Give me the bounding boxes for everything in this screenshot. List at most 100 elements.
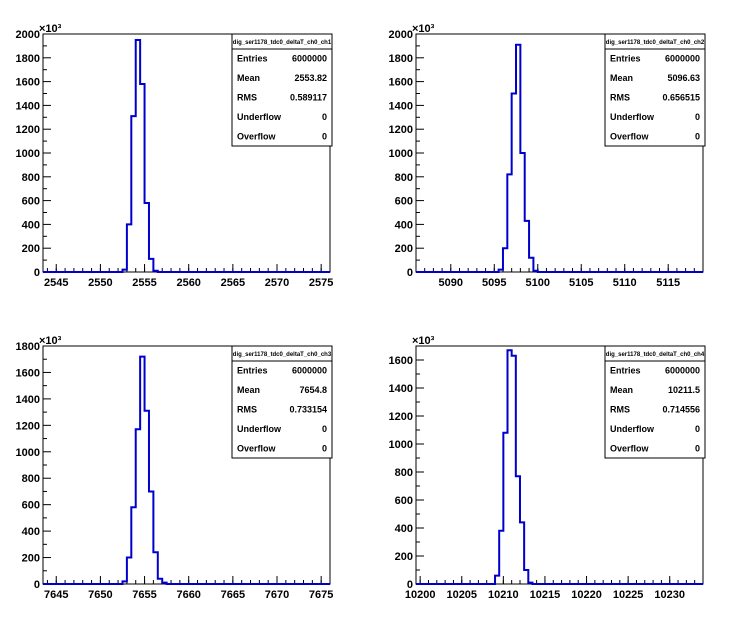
- stats-value-mean: 10211.5: [668, 385, 700, 395]
- x-tick-label: 10200: [405, 589, 436, 601]
- histogram-title: dig_ser1178_tdc0_deltaT_ch0_ch1: [233, 40, 332, 46]
- x-tick-label: 2550: [88, 277, 112, 289]
- y-tick-label: 1800: [16, 53, 40, 65]
- x-tick-label: 7655: [132, 589, 156, 601]
- x-tick-label: 10220: [571, 589, 602, 601]
- y-tick-label: 1600: [16, 77, 40, 89]
- x-tick-label: 5095: [482, 277, 506, 289]
- stats-label-mean: Mean: [610, 385, 633, 395]
- stats-value-rms: 0.714556: [662, 405, 700, 415]
- y-tick-label: 1200: [389, 124, 413, 136]
- stats-box: dig_ser1178_tdc0_deltaT_ch0_ch2 Entries 60…: [604, 33, 706, 147]
- y-tick-label: 1200: [16, 420, 40, 432]
- x-tick-label: 2570: [265, 277, 289, 289]
- y-tick-label: 1800: [16, 341, 40, 353]
- x-tick-label: 7650: [88, 589, 112, 601]
- stats-label-rms: RMS: [610, 93, 630, 103]
- y-tick-label: 400: [22, 526, 40, 538]
- x-tick-label: 7665: [221, 589, 245, 601]
- histogram-title: dig_ser1178_tdc0_deltaT_ch0_ch3: [233, 352, 332, 358]
- stats-box-frame: [231, 345, 333, 459]
- y-tick-label: 0: [407, 267, 413, 279]
- y-tick-label: 400: [22, 219, 40, 231]
- stats-value-entries: 6000000: [665, 366, 700, 376]
- stats-box: dig_ser1178_tdc0_deltaT_ch0_ch4 Entries 60…: [604, 345, 706, 459]
- stats-label-mean: Mean: [237, 385, 260, 395]
- histogram-pad-4: 0 200 400 600 800 1000 1200 1400 1600 10200 10205 1…: [389, 335, 706, 601]
- y-tick-label: 1400: [16, 394, 40, 406]
- stats-box-frame: [604, 33, 706, 147]
- y-tick-label: 600: [395, 196, 413, 208]
- stats-value-rms: 0.589117: [290, 93, 327, 103]
- stats-box-frame: [231, 33, 333, 147]
- stats-value-overflow: 0: [695, 443, 700, 453]
- x-tick-label: 2575: [309, 277, 333, 289]
- y-tick-label: 1800: [389, 53, 413, 65]
- stats-label-overflow: Overflow: [610, 131, 650, 141]
- stats-box: dig_ser1178_tdc0_deltaT_ch0_ch3 Entries 60…: [231, 345, 333, 459]
- y-tick-label: 1000: [16, 447, 40, 459]
- stats-label-overflow: Overflow: [237, 443, 277, 453]
- y-tick-label: 1400: [16, 100, 40, 112]
- stats-value-rms: 0.733154: [289, 405, 327, 415]
- stats-label-rms: RMS: [237, 405, 257, 415]
- stats-label-mean: Mean: [610, 73, 633, 83]
- stats-value-overflow: 0: [695, 131, 700, 141]
- stats-label-underflow: Underflow: [610, 112, 655, 122]
- histogram-title: dig_ser1178_tdc0_deltaT_ch0_ch2: [606, 40, 705, 46]
- x-tick-label: 5090: [439, 277, 463, 289]
- y-tick-label: 1400: [389, 100, 413, 112]
- x-tick-label: 2545: [44, 277, 68, 289]
- stats-value-entries: 6000000: [292, 366, 327, 376]
- histogram-title: dig_ser1178_tdc0_deltaT_ch0_ch4: [606, 352, 705, 358]
- stats-label-mean: Mean: [237, 73, 260, 83]
- x-tick-label: 7660: [176, 589, 200, 601]
- y-tick-label: 1200: [389, 411, 413, 423]
- stats-label-underflow: Underflow: [610, 424, 655, 434]
- stats-label-overflow: Overflow: [237, 131, 277, 141]
- stats-value-underflow: 0: [322, 424, 327, 434]
- histogram-series: [43, 355, 330, 585]
- stats-value-underflow: 0: [695, 424, 700, 434]
- x-tick-label: 5110: [613, 277, 637, 289]
- y-tick-label: 1600: [389, 77, 413, 89]
- y-tick-label: 2000: [389, 29, 413, 41]
- histogram-pad-1: 0 200 400 600 800 1000 1200 1400 1600 1800 2000 254…: [16, 23, 334, 289]
- x-tick-label: 2555: [132, 277, 156, 289]
- stats-label-entries: Entries: [237, 54, 268, 64]
- y-tick-label: 800: [395, 467, 413, 479]
- stats-box-frame: [604, 345, 706, 459]
- x-tick-label: 10210: [488, 589, 519, 601]
- stats-value-entries: 6000000: [665, 54, 700, 64]
- stats-value-entries: 6000000: [292, 54, 327, 64]
- x-tick-label: 5105: [569, 277, 593, 289]
- y-tick-label: 1400: [389, 383, 413, 395]
- y-multiplier-label: ×10³: [39, 335, 62, 347]
- stats-label-rms: RMS: [610, 405, 630, 415]
- x-tick-label: 10225: [613, 589, 644, 601]
- stats-label-overflow: Overflow: [610, 443, 650, 453]
- stats-value-overflow: 0: [322, 131, 327, 141]
- stats-value-underflow: 0: [695, 112, 700, 122]
- stats-label-entries: Entries: [610, 54, 641, 64]
- y-multiplier-label: ×10³: [412, 23, 435, 35]
- y-tick-label: 1000: [16, 148, 40, 160]
- histogram-pad-3: 0 200 400 600 800 1000 1200 1400 1600 1800 7645 765…: [16, 335, 334, 601]
- stats-label-entries: Entries: [610, 366, 641, 376]
- histogram-series: [43, 38, 330, 273]
- y-tick-label: 1200: [16, 124, 40, 136]
- stats-label-rms: RMS: [237, 93, 257, 103]
- y-tick-label: 800: [22, 473, 40, 485]
- y-tick-label: 0: [34, 267, 40, 279]
- y-tick-label: 600: [22, 500, 40, 512]
- x-tick-label: 5115: [656, 277, 680, 289]
- histogram-series: [416, 349, 703, 585]
- y-tick-label: 600: [395, 495, 413, 507]
- stats-box: dig_ser1178_tdc0_deltaT_ch0_ch1 Entries 60…: [231, 33, 333, 147]
- y-tick-label: 0: [34, 579, 40, 591]
- x-tick-label: 10215: [530, 589, 561, 601]
- x-tick-label: 7670: [265, 589, 289, 601]
- x-tick-label: 10205: [446, 589, 477, 601]
- stats-value-rms: 0.656515: [662, 93, 700, 103]
- x-tick-label: 7645: [44, 589, 68, 601]
